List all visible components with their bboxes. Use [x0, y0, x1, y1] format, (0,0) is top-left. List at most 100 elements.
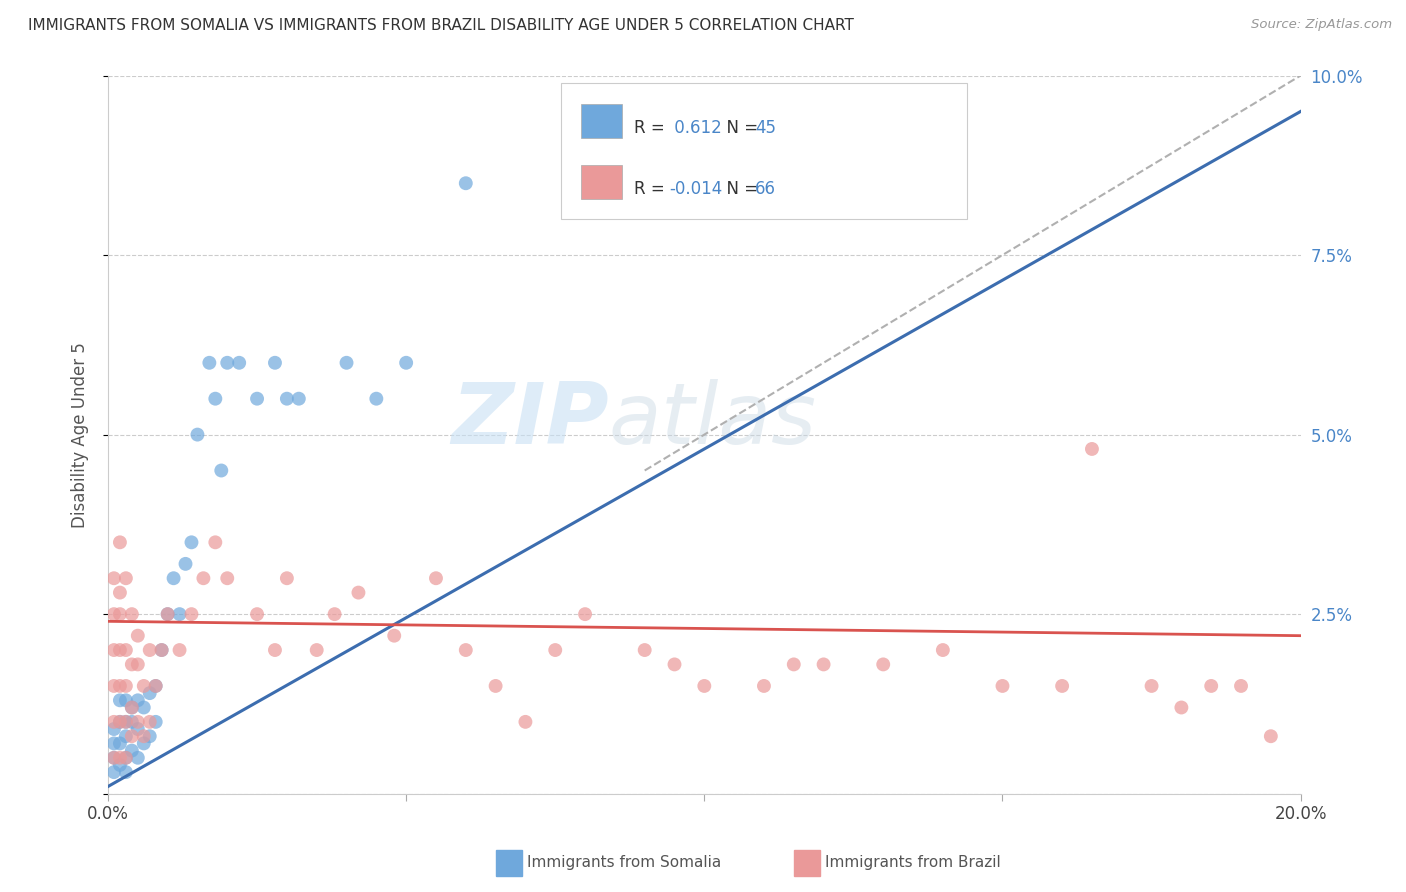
Point: [484, 679, 506, 693]
Point: [121, 607, 143, 621]
Point: [145, 714, 167, 729]
Point: [127, 657, 149, 672]
Point: [515, 714, 537, 729]
Point: [138, 714, 160, 729]
Text: atlas: atlas: [609, 379, 817, 462]
Point: [1230, 679, 1253, 693]
Point: [347, 585, 370, 599]
Point: [103, 751, 125, 765]
Point: [162, 571, 184, 585]
Point: [217, 356, 239, 370]
Text: N =: N =: [716, 180, 763, 198]
Point: [932, 643, 955, 657]
Point: [366, 392, 388, 406]
Text: Immigrants from Brazil: Immigrants from Brazil: [825, 855, 1001, 870]
Point: [132, 729, 155, 743]
Point: [180, 535, 202, 549]
Point: [121, 700, 143, 714]
Point: [108, 607, 131, 621]
Point: [664, 657, 686, 672]
Point: [103, 571, 125, 585]
Point: [209, 463, 232, 477]
Point: [193, 571, 215, 585]
Text: 66: 66: [755, 180, 776, 198]
Point: [108, 693, 131, 707]
Point: [127, 714, 149, 729]
Text: 0.612: 0.612: [669, 119, 723, 136]
Point: [1050, 679, 1073, 693]
Point: [127, 722, 149, 736]
Point: [115, 714, 138, 729]
Point: [169, 643, 191, 657]
Point: [121, 714, 143, 729]
Point: [108, 714, 131, 729]
Point: [108, 751, 131, 765]
Point: [103, 679, 125, 693]
Point: [115, 714, 138, 729]
Point: [425, 571, 447, 585]
Point: [395, 356, 418, 370]
Point: [138, 686, 160, 700]
Text: Source: ZipAtlas.com: Source: ZipAtlas.com: [1251, 18, 1392, 31]
Point: [103, 736, 125, 750]
Text: R =: R =: [634, 180, 671, 198]
Point: [108, 535, 131, 549]
Point: [813, 657, 835, 672]
Point: [127, 629, 149, 643]
Point: [1199, 679, 1222, 693]
Point: [783, 657, 806, 672]
Text: ZIP: ZIP: [451, 379, 609, 462]
Point: [198, 356, 221, 370]
Point: [752, 679, 775, 693]
Y-axis label: Disability Age Under 5: Disability Age Under 5: [72, 342, 89, 527]
Point: [872, 657, 894, 672]
Point: [264, 643, 287, 657]
Point: [132, 679, 155, 693]
Point: [121, 657, 143, 672]
Point: [1140, 679, 1163, 693]
Point: [103, 607, 125, 621]
Point: [156, 607, 179, 621]
Point: [204, 392, 226, 406]
Point: [145, 679, 167, 693]
Text: Immigrants from Somalia: Immigrants from Somalia: [527, 855, 721, 870]
Point: [544, 643, 567, 657]
Point: [335, 356, 357, 370]
Point: [991, 679, 1014, 693]
Point: [138, 643, 160, 657]
Text: -0.014: -0.014: [669, 180, 723, 198]
Point: [180, 607, 202, 621]
Point: [115, 679, 138, 693]
Point: [634, 643, 657, 657]
Point: [276, 571, 298, 585]
Point: [115, 693, 138, 707]
Point: [305, 643, 328, 657]
Point: [127, 693, 149, 707]
Point: [103, 722, 125, 736]
Point: [693, 679, 716, 693]
Point: [150, 643, 173, 657]
Point: [103, 751, 125, 765]
Point: [108, 643, 131, 657]
Point: [138, 729, 160, 743]
Point: [204, 535, 226, 549]
Point: [115, 751, 138, 765]
Point: [454, 643, 477, 657]
Point: [108, 714, 131, 729]
Point: [228, 356, 250, 370]
Text: N =: N =: [716, 119, 763, 136]
Point: [174, 557, 197, 571]
Text: R =: R =: [634, 119, 671, 136]
Point: [454, 176, 477, 190]
Point: [108, 758, 131, 772]
Point: [145, 679, 167, 693]
Point: [108, 679, 131, 693]
Point: [115, 751, 138, 765]
Point: [276, 392, 298, 406]
Point: [127, 751, 149, 765]
Text: 45: 45: [755, 119, 776, 136]
Point: [121, 743, 143, 757]
Point: [115, 765, 138, 780]
Point: [103, 765, 125, 780]
Point: [115, 643, 138, 657]
